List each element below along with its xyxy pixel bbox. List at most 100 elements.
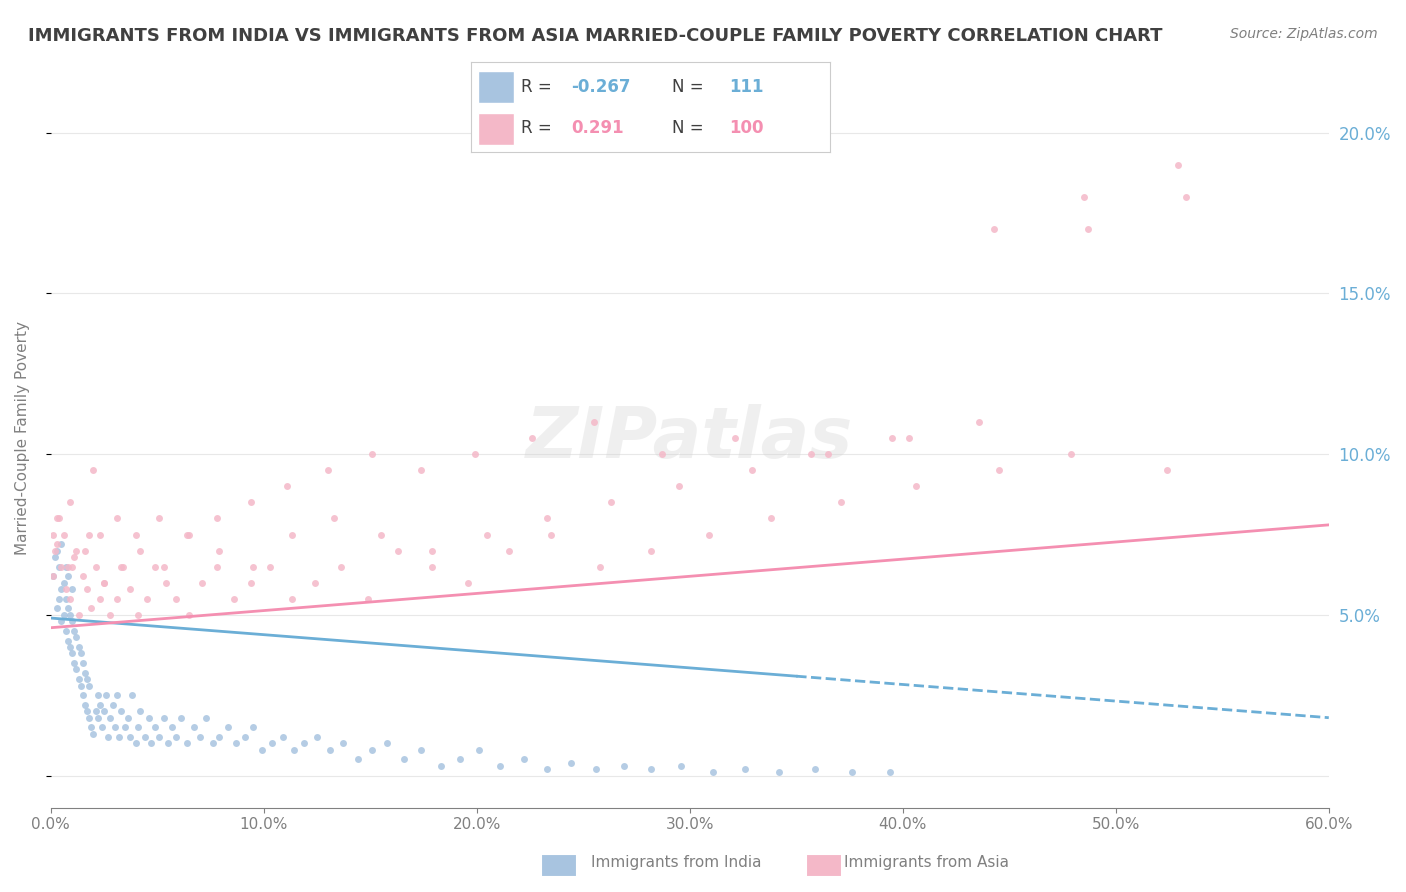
Point	[170, 711, 193, 725]
Point	[148, 511, 170, 525]
Point	[817, 447, 839, 461]
Point	[585, 762, 607, 776]
Point	[759, 511, 782, 525]
Point	[176, 736, 198, 750]
Point	[84, 559, 107, 574]
Point	[183, 720, 205, 734]
Point	[65, 663, 87, 677]
Text: ZIPatlas: ZIPatlas	[526, 403, 853, 473]
Point	[420, 559, 443, 574]
Point	[46, 537, 69, 551]
Point	[640, 543, 662, 558]
Point	[457, 575, 479, 590]
Point	[283, 743, 305, 757]
Point	[898, 431, 921, 445]
Point	[93, 575, 115, 590]
Point	[127, 720, 149, 734]
Point	[697, 527, 720, 541]
Point	[143, 559, 166, 574]
Point	[65, 543, 87, 558]
Point	[117, 711, 139, 725]
Text: N =: N =	[672, 119, 709, 136]
Point	[55, 624, 77, 638]
Point	[67, 607, 90, 622]
Point	[250, 743, 273, 757]
Point	[841, 765, 863, 780]
Point	[67, 640, 90, 654]
Point	[613, 759, 636, 773]
Point	[129, 543, 152, 558]
Point	[86, 711, 108, 725]
Point	[800, 447, 823, 461]
Point	[904, 479, 927, 493]
Point	[89, 527, 111, 541]
Point	[46, 543, 69, 558]
Point	[114, 720, 136, 734]
Point	[1060, 447, 1083, 461]
Point	[51, 582, 73, 596]
Point	[357, 591, 380, 606]
Point	[489, 759, 512, 773]
Point	[100, 711, 122, 725]
Point	[129, 704, 152, 718]
Point	[105, 688, 128, 702]
Point	[55, 559, 77, 574]
Point	[271, 730, 294, 744]
Point	[69, 647, 91, 661]
Point	[55, 582, 77, 596]
Point	[225, 736, 247, 750]
Point	[387, 543, 409, 558]
Point	[152, 711, 174, 725]
Point	[734, 762, 756, 776]
Point	[138, 711, 160, 725]
Point	[46, 511, 69, 525]
Point	[668, 479, 690, 493]
Point	[346, 752, 368, 766]
Point	[259, 559, 281, 574]
Point	[60, 647, 83, 661]
Point	[195, 711, 218, 725]
Point	[134, 730, 156, 744]
Point	[1077, 222, 1099, 236]
Point	[498, 543, 520, 558]
FancyBboxPatch shape	[478, 113, 515, 145]
Point	[987, 463, 1010, 477]
Point	[176, 527, 198, 541]
Point	[59, 495, 82, 509]
Point	[44, 549, 66, 564]
Point	[105, 591, 128, 606]
Point	[84, 704, 107, 718]
Point	[118, 730, 141, 744]
Point	[65, 631, 87, 645]
Point	[44, 543, 66, 558]
Point	[651, 447, 673, 461]
Point	[361, 743, 384, 757]
Point	[188, 730, 211, 744]
Point	[370, 527, 392, 541]
Point	[51, 615, 73, 629]
Point	[72, 688, 94, 702]
Point	[560, 756, 582, 770]
Point	[52, 575, 75, 590]
Point	[969, 415, 991, 429]
Point	[60, 615, 83, 629]
Point	[741, 463, 763, 477]
Point	[332, 736, 354, 750]
Point	[449, 752, 471, 766]
Point	[51, 559, 73, 574]
Point	[110, 704, 132, 718]
Point	[1073, 190, 1095, 204]
Point	[240, 495, 263, 509]
Point	[1175, 190, 1198, 204]
Point	[702, 765, 724, 780]
Point	[80, 720, 103, 734]
Point	[73, 698, 96, 712]
Text: -0.267: -0.267	[571, 78, 631, 96]
Point	[89, 591, 111, 606]
Point	[63, 624, 86, 638]
Point	[377, 736, 399, 750]
Point	[77, 679, 100, 693]
Text: Immigrants from India: Immigrants from India	[591, 855, 761, 870]
Point	[205, 511, 228, 525]
Text: Immigrants from Asia: Immigrants from Asia	[844, 855, 1008, 870]
